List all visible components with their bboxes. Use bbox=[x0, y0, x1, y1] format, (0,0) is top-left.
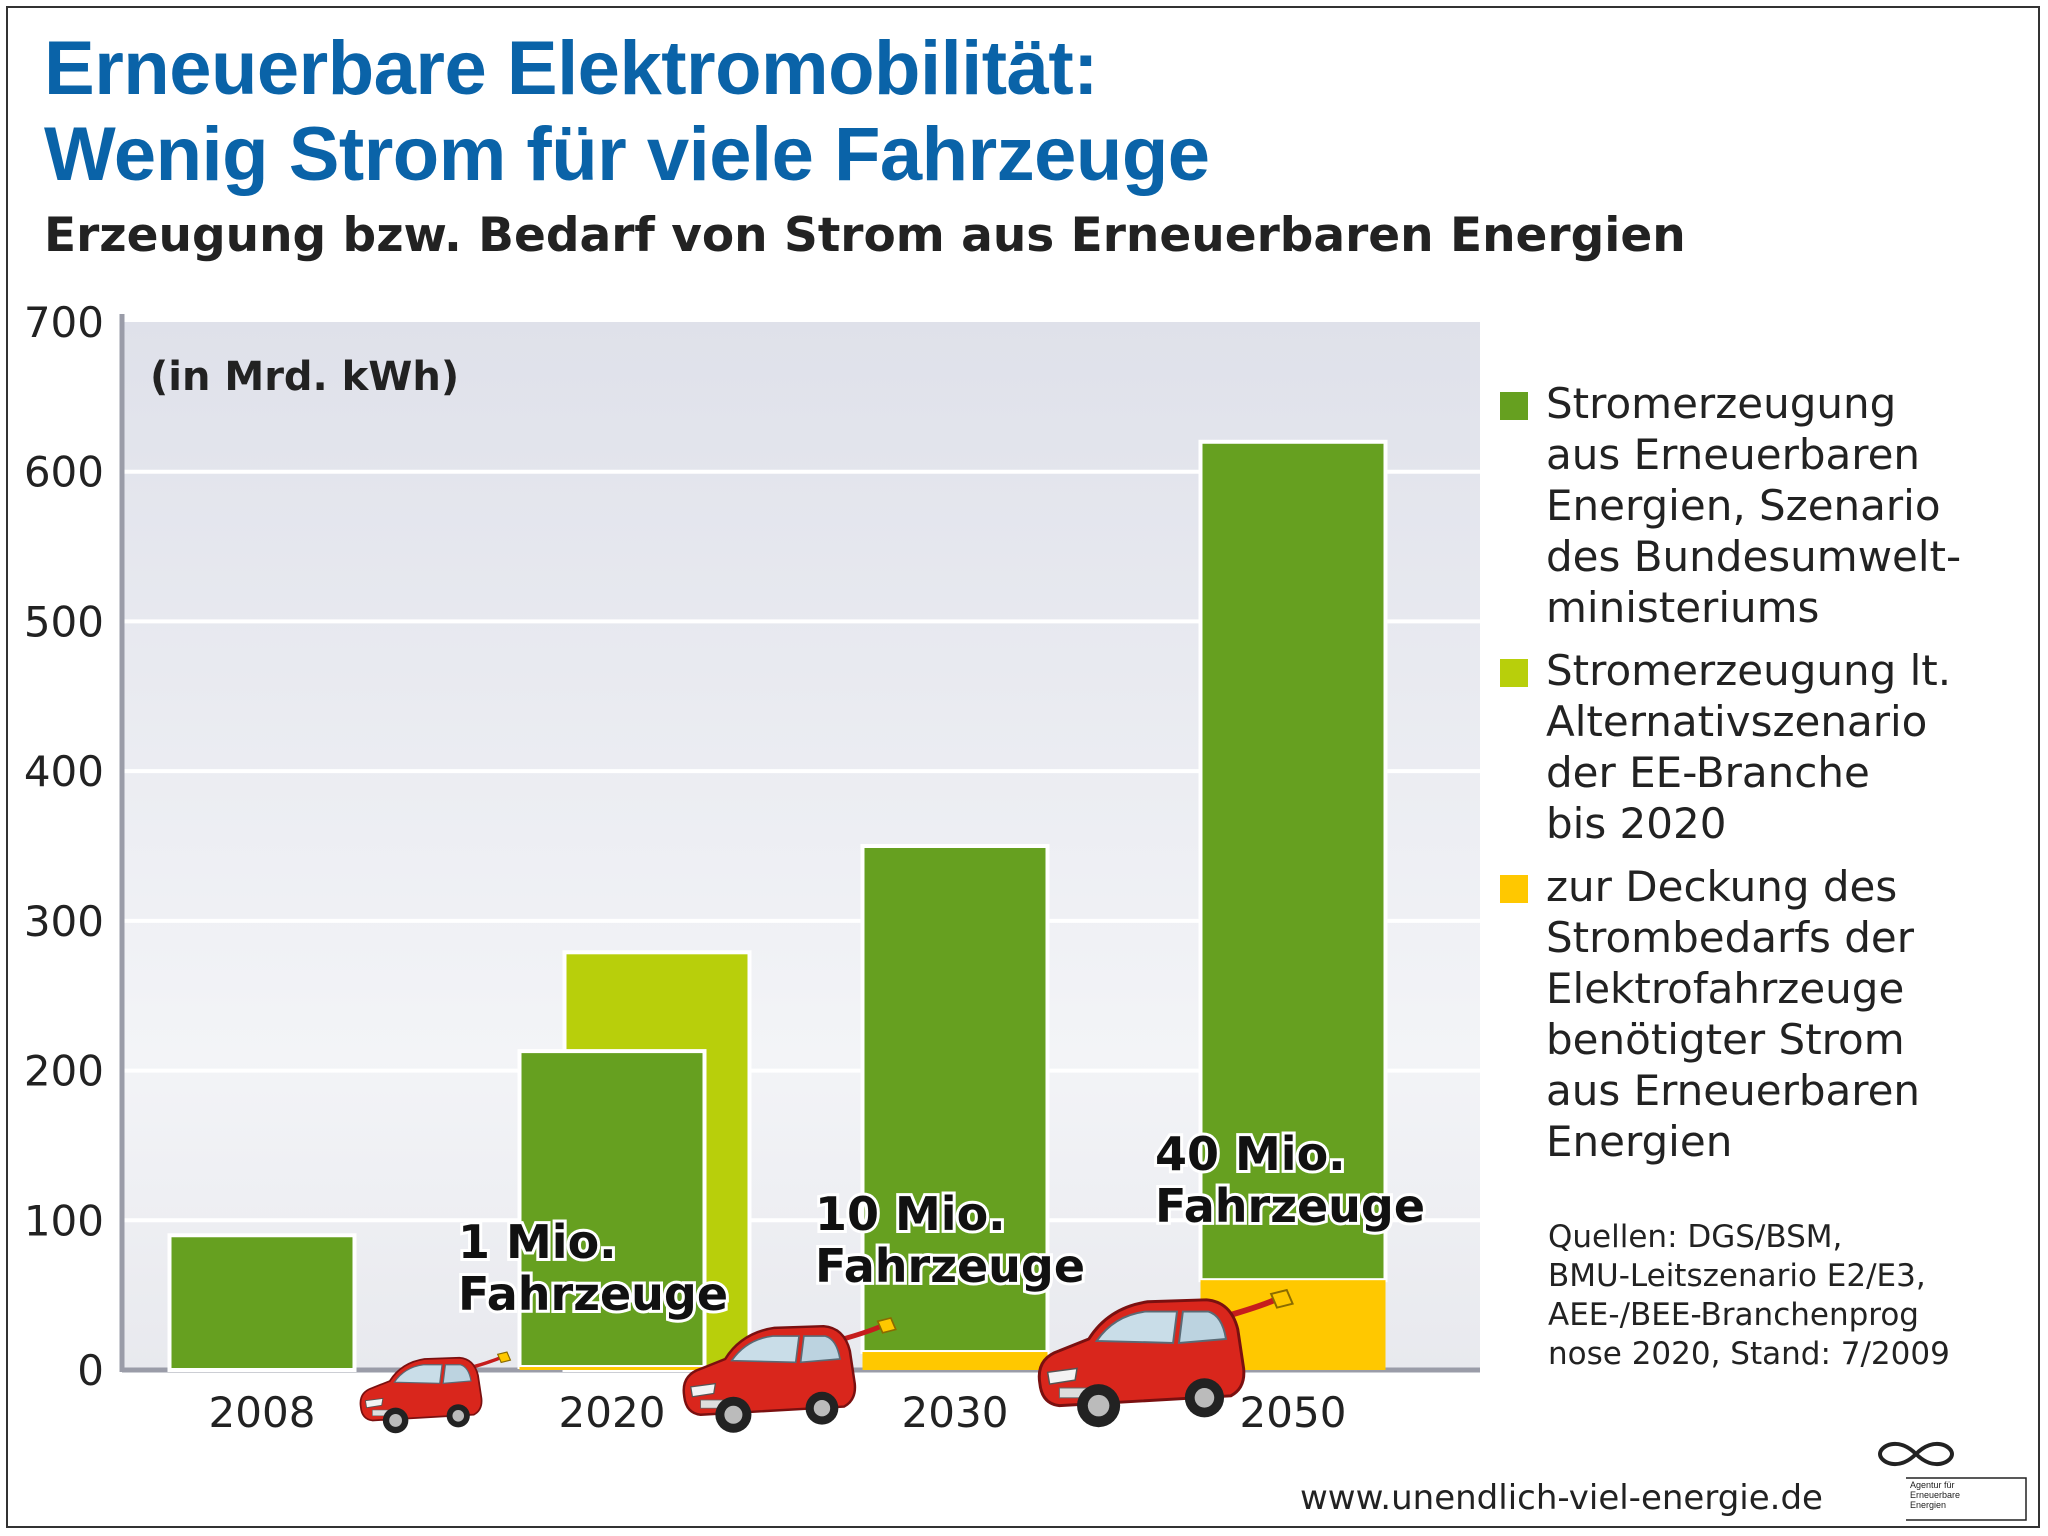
bar-ev-demand bbox=[862, 1352, 1048, 1370]
legend-swatch-yellow bbox=[1500, 875, 1528, 903]
y-tick-label: 600 bbox=[24, 448, 104, 497]
vehicle-annotation: 40 Mio. Fahrzeuge bbox=[1152, 1124, 1428, 1236]
vehicle-count-line: Fahrzeuge bbox=[1155, 1179, 1425, 1233]
car-windshield bbox=[730, 1335, 800, 1364]
x-tick-label: 2030 bbox=[902, 1388, 1009, 1437]
vehicle-count-line: Fahrzeuge bbox=[458, 1267, 728, 1321]
car-side-window bbox=[1177, 1310, 1228, 1344]
x-tick-label: 2050 bbox=[1240, 1388, 1347, 1437]
legend-label: Stromerzeugung lt. Alternativszenario de… bbox=[1546, 646, 1952, 848]
car-hubcap bbox=[813, 1400, 831, 1417]
sources-note: Quellen: DGS/BSM, BMU-Leitszenario E2/E3… bbox=[1548, 1219, 1950, 1372]
car-headlight bbox=[364, 1397, 384, 1409]
legend-swatch-light-green bbox=[1500, 659, 1528, 687]
y-tick-label: 500 bbox=[24, 597, 104, 646]
y-tick-label: 400 bbox=[24, 747, 104, 796]
chart-title: Erneuerbare Elektromobilität: Wenig Stro… bbox=[44, 26, 1210, 198]
title-line-2: Wenig Strom für viele Fahrzeuge bbox=[44, 112, 1210, 197]
chart-subtitle: Erzeugung bzw. Bedarf von Strom aus Erne… bbox=[44, 208, 1686, 263]
car-icon bbox=[1037, 1288, 1294, 1428]
car-windshield bbox=[393, 1364, 443, 1384]
aee-logo: Agentur für Erneuerbare Energien bbox=[1876, 1432, 2036, 1522]
infinity-icon bbox=[1877, 1441, 2027, 1521]
legend-label: zur Deckung des Strombedarfs der Elektro… bbox=[1546, 862, 1921, 1166]
vehicle-count-line: 10 Mio. bbox=[815, 1187, 1006, 1241]
legend: Stromerzeugung aus Erneuerbaren Energien… bbox=[1500, 378, 2040, 1179]
y-tick-label: 700 bbox=[24, 298, 104, 347]
car-headlight bbox=[1046, 1367, 1078, 1385]
y-tick-label: 0 bbox=[77, 1346, 104, 1395]
vehicle-count-line: Fahrzeuge bbox=[815, 1239, 1085, 1293]
car-icon bbox=[359, 1351, 512, 1434]
y-tick-label: 300 bbox=[24, 897, 104, 946]
bar-ev-demand bbox=[519, 1367, 705, 1370]
vehicle-count-line: 1 Mio. bbox=[458, 1215, 617, 1269]
vehicle-annotation: 10 Mio. Fahrzeuge bbox=[812, 1184, 1088, 1296]
car-icon bbox=[682, 1317, 897, 1433]
vehicle-count-label: 10 Mio. Fahrzeuge bbox=[815, 1187, 1085, 1293]
x-tick-label: 2008 bbox=[209, 1388, 316, 1437]
y-tick-label: 100 bbox=[24, 1196, 104, 1245]
car-side-window bbox=[799, 1335, 841, 1364]
car-hubcap bbox=[1194, 1388, 1215, 1408]
car-plug bbox=[496, 1351, 512, 1364]
legend-swatch-green bbox=[1500, 392, 1528, 420]
website-link[interactable]: www.unendlich-viel-energie.de bbox=[1300, 1478, 1823, 1518]
vehicle-count-label: 40 Mio. Fahrzeuge bbox=[1155, 1127, 1425, 1233]
vehicle-annotation: 1 Mio. Fahrzeuge bbox=[455, 1212, 731, 1324]
vehicle-count-label: 1 Mio. Fahrzeuge bbox=[458, 1215, 728, 1321]
legend-item-ev-demand: zur Deckung des Strombedarfs der Elektro… bbox=[1500, 861, 2040, 1167]
car-plug bbox=[1269, 1288, 1294, 1309]
unit-label: (in Mrd. kWh) bbox=[150, 354, 459, 400]
car-hubcap bbox=[452, 1410, 465, 1422]
bar-ee-bmu bbox=[167, 1233, 357, 1373]
vehicle-count-line: 40 Mio. bbox=[1155, 1127, 1346, 1181]
car-windshield bbox=[1094, 1310, 1179, 1344]
logo-text: Agentur für Erneuerbare Energien bbox=[1910, 1480, 1961, 1510]
bar-ee-bmu bbox=[860, 844, 1050, 1355]
bar-ee-bmu bbox=[517, 1049, 707, 1370]
car-headlight bbox=[690, 1382, 717, 1398]
car-hubcap bbox=[389, 1414, 402, 1427]
title-line-1: Erneuerbare Elektromobilität: bbox=[44, 26, 1099, 111]
car-hubcap bbox=[724, 1405, 743, 1424]
car-plug bbox=[876, 1317, 897, 1334]
legend-label: Stromerzeugung aus Erneuerbaren Energien… bbox=[1546, 379, 1962, 632]
legend-item-ee-bmu: Stromerzeugung aus Erneuerbaren Energien… bbox=[1500, 378, 2040, 633]
car-hubcap bbox=[1087, 1394, 1110, 1417]
x-tick-label: 2020 bbox=[559, 1388, 666, 1437]
y-tick-label: 200 bbox=[24, 1047, 104, 1096]
car-side-window bbox=[442, 1364, 472, 1384]
legend-item-ee-branche: Stromerzeugung lt. Alternativszenario de… bbox=[1500, 645, 2040, 849]
bar-ee-bmu bbox=[1198, 439, 1388, 1283]
